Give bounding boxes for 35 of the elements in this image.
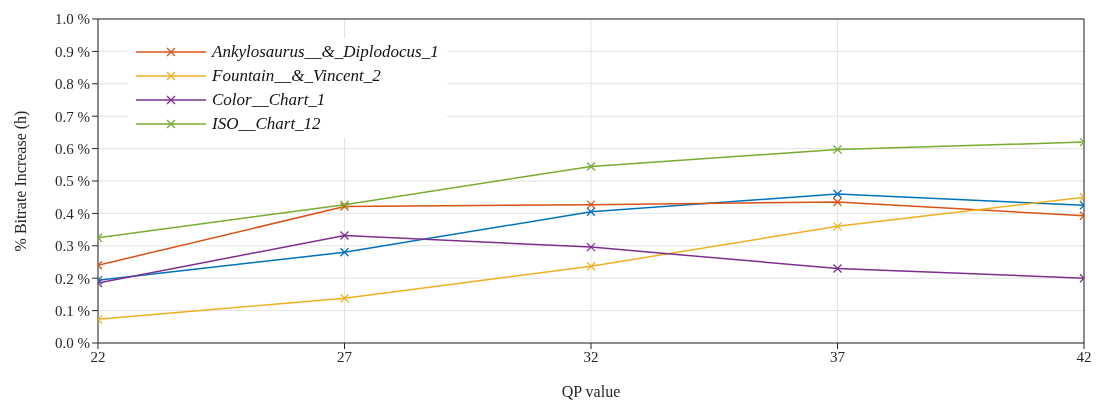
x-tick-label: 22 [90,348,106,365]
y-tick-label: 0.3 % [55,238,90,255]
y-tick-label: 0.7 % [55,108,90,125]
point [832,197,843,207]
point [339,230,350,241]
x-tick-label: 32 [583,348,599,365]
x-tick-label: 37 [830,348,846,365]
point [832,189,843,199]
legend-label: Fountain__&_Vincent_2 [212,66,381,86]
x-tick-label: 42 [1076,348,1092,365]
y-tick-label: 0.6 % [55,140,90,157]
point [586,242,596,252]
point [586,161,596,172]
legend-label: Color__Chart_1 [212,90,326,110]
y-tick-label: 0.4 % [55,205,90,222]
y-tick-label: 0.2 % [55,270,90,287]
y-tick-label: 0.8 % [55,76,90,93]
point [586,207,596,217]
y-tick-label: 0.9 % [55,43,90,60]
legend-label: Ankylosaurus__&_Diplodocus_1 [212,42,439,62]
point [339,247,350,257]
point [832,263,843,274]
y-axis-title: % Bitrate Increase (h) [11,110,30,252]
point [586,261,596,271]
y-tick-label: 0.1 % [55,302,90,319]
y-tick-label: 0.5 % [55,173,90,190]
point [832,144,843,155]
point [339,293,350,303]
point [832,221,843,232]
x-tick-label: 27 [337,348,353,365]
y-tick-label: 1.0 % [55,11,90,28]
x-axis-title: QP value [561,383,621,400]
point [586,200,596,210]
y-tick-label: 0.0 % [55,335,90,352]
legend-label: ISO__Chart_12 [212,114,321,134]
